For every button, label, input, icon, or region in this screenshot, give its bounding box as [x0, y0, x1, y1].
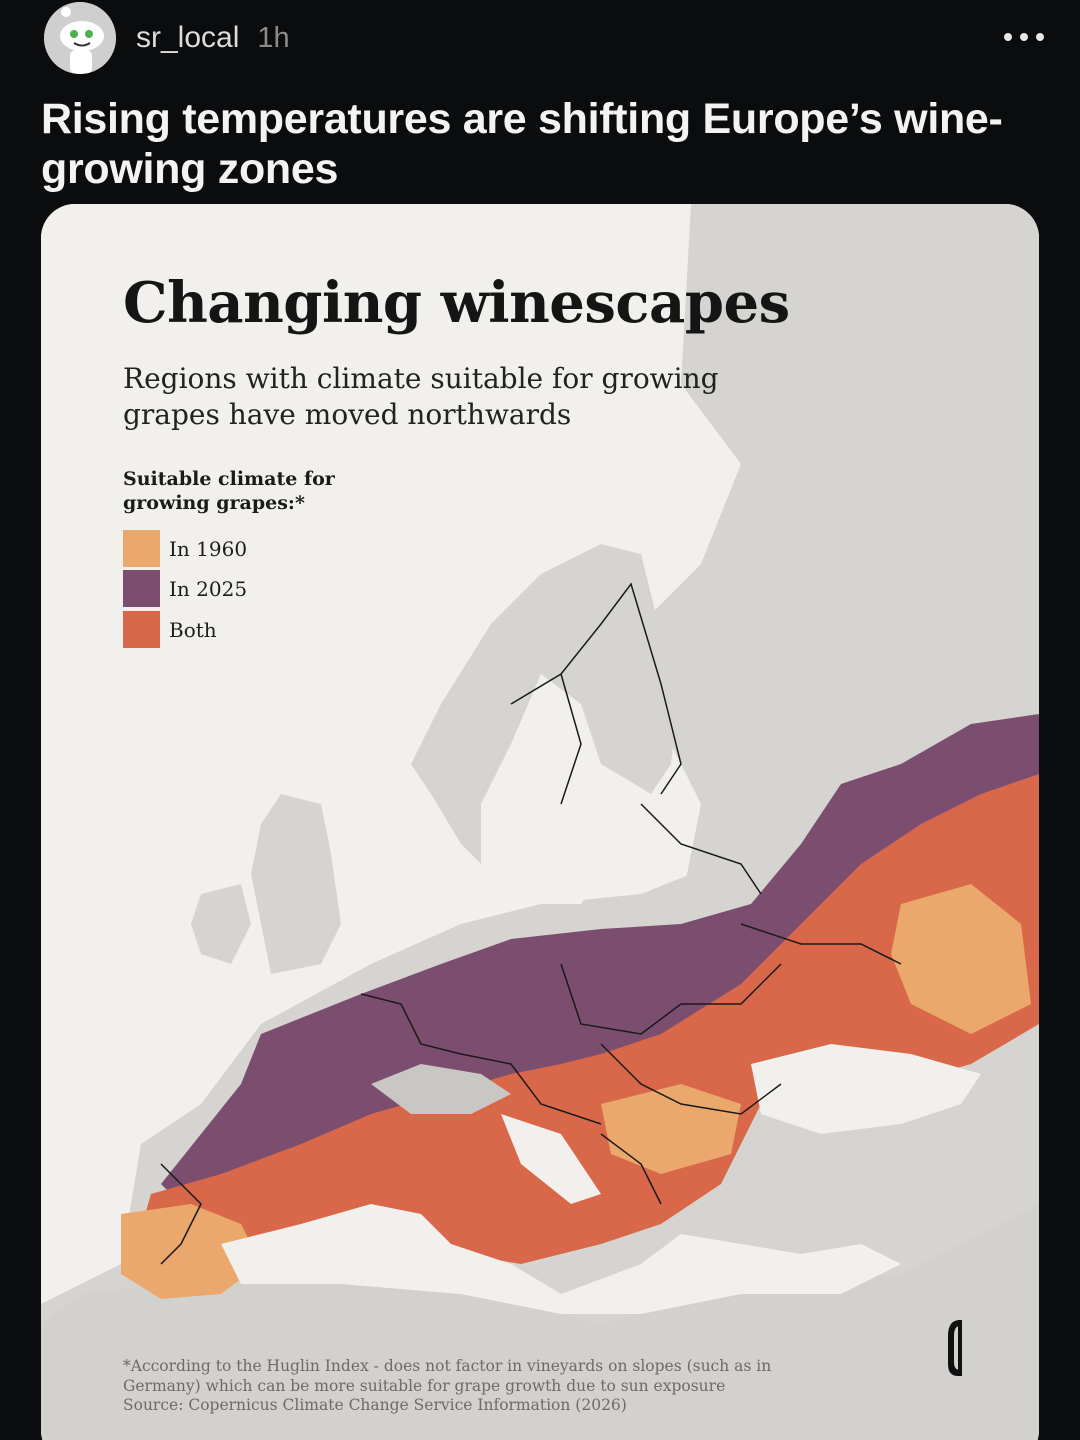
legend-label-2025: In 2025 — [169, 576, 248, 601]
chart-title: Changing winescapes — [123, 270, 790, 336]
legend-swatch-both — [123, 611, 160, 648]
post-time: 1h — [257, 21, 290, 54]
band-both — [131, 774, 1039, 1284]
mountains-alps — [371, 1064, 511, 1114]
patch-1960-balkans — [601, 1084, 741, 1174]
legend-label-1960: In 1960 — [169, 536, 248, 561]
avatar[interactable] — [44, 2, 116, 74]
legend-title: Suitable climate for growing grapes:* — [123, 468, 335, 514]
sea-adriatic — [501, 1114, 601, 1204]
sea-black — [751, 1044, 981, 1134]
chart-subtitle: Regions with climate suitable for growin… — [123, 362, 719, 431]
publisher-logo-icon — [948, 1320, 962, 1376]
land-ireland — [191, 884, 251, 964]
reddit-snoo-avatar-icon — [44, 2, 116, 74]
more-options-icon[interactable] — [1004, 22, 1044, 52]
source-text: Source: Copernicus Climate Change Servic… — [123, 1396, 627, 1414]
post-image[interactable]: Changing winescapes Regions with climate… — [41, 204, 1039, 1440]
username[interactable]: sr_local — [136, 21, 240, 54]
legend-item-2025: In 2025 — [123, 570, 247, 607]
sea-baltic — [511, 804, 611, 904]
land-scandinavia — [411, 544, 681, 864]
footnote: *According to the Huglin Index - does no… — [123, 1357, 823, 1416]
legend-swatch-1960 — [123, 530, 160, 567]
legend-item-both: Both — [123, 611, 217, 648]
borders — [160, 582, 902, 1265]
land-uk — [251, 794, 341, 974]
europe-map — [41, 204, 1039, 1440]
footnote-text: *According to the Huglin Index - does no… — [123, 1357, 772, 1395]
legend-label-both: Both — [169, 617, 217, 642]
post-title[interactable]: Rising temperatures are shifting Europe’… — [41, 95, 1003, 193]
patch-1960-iberia — [121, 1204, 261, 1299]
land-north-africa — [41, 1204, 1039, 1440]
patch-1960-east — [891, 884, 1031, 1034]
post-header: sr_local 1h — [44, 0, 1044, 76]
legend-swatch-2025 — [123, 570, 160, 607]
legend-item-1960: In 1960 — [123, 530, 247, 567]
sea-mediterranean — [221, 1204, 901, 1314]
